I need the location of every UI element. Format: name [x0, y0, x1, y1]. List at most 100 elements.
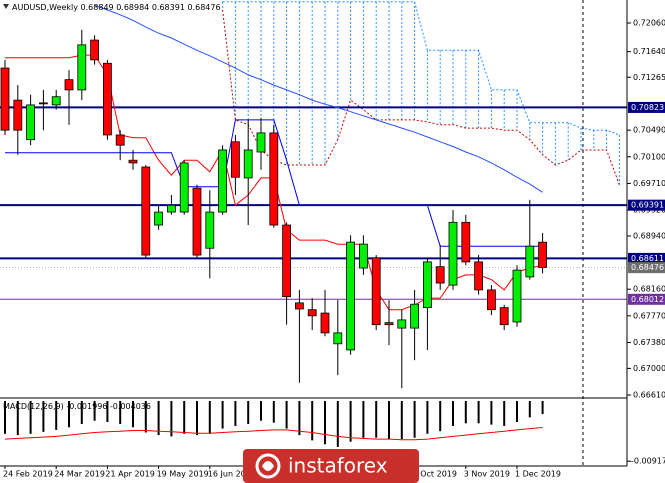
- watermark-logo: [255, 453, 281, 479]
- watermark-logo-inner: [262, 461, 274, 471]
- level-label-bg: [628, 293, 665, 305]
- indicator-line: [94, 4, 543, 193]
- candle-body: [307, 309, 317, 317]
- candle-body: [192, 187, 202, 256]
- y-tick-label: 0.66610: [633, 390, 665, 399]
- close-label-bg: [628, 262, 665, 274]
- y-tick-label: 0.71265: [633, 73, 665, 82]
- level-label-bg: [628, 252, 665, 264]
- candle-body: [128, 159, 138, 164]
- candle-body: [154, 211, 164, 226]
- y-tick-label: 0.67380: [633, 338, 665, 347]
- candle-body: [397, 319, 407, 329]
- x-tick-label: 19 May 2019: [157, 470, 209, 479]
- main-panel: [0, 1, 627, 389]
- candle-body: [410, 303, 420, 329]
- candle-body: [294, 302, 304, 310]
- y-tick-label: 0.68160: [633, 285, 665, 294]
- cloud-span: [222, 1, 620, 136]
- candle-body: [77, 44, 87, 91]
- candle-body: [435, 266, 445, 284]
- y-tick-label: 0.70490: [633, 126, 665, 135]
- x-tick-label: 3 Nov 2019: [464, 470, 510, 479]
- candle-body: [499, 307, 509, 326]
- x-tick-label: 24 Feb 2019: [3, 470, 53, 479]
- candle-body: [26, 104, 36, 141]
- open-value: 0.68849: [81, 3, 114, 12]
- close-value: 0.68476: [187, 3, 220, 12]
- level-label: 0.70823: [631, 103, 664, 112]
- header-icon: [3, 4, 9, 9]
- close-label: 0.68476: [631, 263, 664, 272]
- x-tick-label: 16 Jun 2019: [208, 470, 256, 479]
- high-value: 0.68984: [116, 3, 149, 12]
- candle-body: [51, 96, 61, 106]
- y-tick-label: 0.71640: [633, 47, 665, 56]
- labels: 0.72060 0.71640 0.71265 0.70490 0.70100 0.697…: [3, 19, 665, 479]
- macd-header: MACD(12,26,9) -0.001996 -0.004036: [3, 402, 151, 411]
- y-tick-label: 0.68940: [633, 231, 665, 240]
- candle-body: [218, 149, 228, 213]
- macd-title: MACD(12,26,9): [3, 402, 64, 411]
- candle-body: [358, 243, 368, 269]
- candle-body: [166, 204, 176, 213]
- candle-body: [512, 269, 522, 323]
- candle-body: [243, 149, 253, 179]
- cloud-span: [222, 9, 620, 185]
- signal-value: -0.004036: [110, 402, 151, 411]
- candle-body: [486, 289, 496, 311]
- x-tick-label: 21 Apr 2019: [105, 470, 154, 479]
- candle-body: [384, 322, 394, 326]
- y-tick-label: 0.67770: [633, 311, 665, 320]
- candle-body: [269, 132, 279, 226]
- x-tick-label: 1 Dec 2019: [515, 470, 561, 479]
- x-tick-label: 24 Mar 2019: [54, 470, 105, 479]
- candle-body: [230, 141, 240, 178]
- x-tick-label: 6 Oct 2019: [413, 470, 457, 479]
- candle-body: [39, 102, 48, 105]
- candle-body: [179, 162, 189, 213]
- level-label: 0.68012: [631, 295, 664, 304]
- watermark: instaforex: [243, 449, 419, 483]
- candle-body: [141, 166, 151, 256]
- candle-body: [115, 134, 125, 146]
- y-tick-label: -0.009173: [631, 457, 665, 466]
- y-tick-label: 0.72060: [633, 19, 665, 28]
- candle-body: [346, 241, 356, 351]
- candle-body: [461, 221, 471, 263]
- level-label: 0.68611: [631, 254, 664, 263]
- candle-body: [205, 211, 215, 249]
- y-tick-label: 0.70100: [633, 152, 665, 161]
- signal-line: [4, 427, 543, 441]
- level-label-bg: [628, 199, 665, 211]
- candle-body: [538, 241, 547, 269]
- candle-body: [320, 312, 330, 334]
- candle-body: [371, 257, 381, 326]
- low-value: 0.68391: [152, 3, 185, 12]
- candle-body: [448, 221, 458, 286]
- candle-body: [282, 224, 292, 298]
- y-tick-label: 0.69710: [633, 179, 665, 188]
- level-label: 0.69391: [631, 201, 664, 210]
- candle-body: [333, 332, 343, 345]
- candle-body: [474, 261, 484, 291]
- macd-panel: [4, 400, 544, 447]
- watermark-box: [243, 449, 419, 483]
- candle-body: [256, 132, 266, 153]
- candle-body: [90, 39, 99, 61]
- macd-value: -0.001996: [66, 402, 107, 411]
- chart-header: AUDUSD,Weekly 0.68849 0.68984 0.68391 0.…: [12, 3, 221, 12]
- watermark-text: instaforex: [288, 454, 388, 478]
- candle-body: [0, 67, 10, 131]
- candle-body: [103, 62, 112, 136]
- symbol: AUDUSD,Weekly: [12, 3, 78, 12]
- candle-body: [422, 261, 432, 309]
- y-tick-label: 0.67000: [633, 364, 665, 373]
- candle-body: [13, 99, 23, 131]
- candle-body: [525, 245, 535, 278]
- candle-body: [64, 79, 74, 91]
- level-label-bg: [628, 101, 665, 113]
